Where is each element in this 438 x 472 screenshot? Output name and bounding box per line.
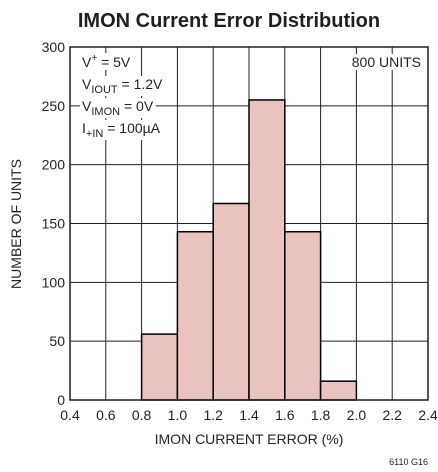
x-axis-label: IMON CURRENT ERROR (%)	[155, 431, 344, 447]
y-tick-label: 300	[42, 39, 66, 55]
x-tick-label: 0.6	[96, 407, 116, 423]
bar	[248, 99, 286, 401]
annotation-sub: +IN	[86, 128, 103, 140]
x-tick-label: 2.0	[347, 407, 367, 423]
annotation-text: V	[82, 98, 92, 114]
x-tick-label: 1.4	[239, 407, 259, 423]
annotation-sub: IMON	[91, 106, 120, 118]
annotation-sup: +	[91, 53, 97, 64]
figure-id: 6110 G16	[389, 457, 428, 467]
annotation-text: I	[82, 120, 86, 136]
annotation-after: = 0V	[120, 98, 154, 114]
x-tick-label: 2.4	[418, 407, 438, 423]
x-tick-label: 1.8	[311, 407, 331, 423]
annotation-after: = 100µA	[103, 120, 160, 136]
annotation-bg	[80, 53, 133, 70]
y-tick-label: 150	[42, 216, 66, 232]
y-axis-label: NUMBER OF UNITS	[8, 159, 24, 289]
annotation-sub: IOUT	[91, 84, 118, 96]
units-note: 800 UNITS	[352, 54, 421, 70]
y-tick-label: 100	[42, 274, 66, 290]
annotation-bg	[80, 98, 156, 118]
note-bg	[348, 54, 424, 70]
annotation-text: V	[82, 54, 92, 70]
x-tick-label: 1.2	[203, 407, 223, 423]
bar	[212, 202, 250, 401]
chart-title: IMON Current Error Distribution	[78, 10, 380, 32]
annotation-text: V	[82, 76, 92, 92]
bar	[319, 380, 358, 401]
y-tick-label: 50	[49, 333, 65, 349]
plot-frame	[69, 46, 429, 401]
x-tick-label: 2.2	[382, 407, 402, 423]
x-tick-label: 1.0	[168, 407, 188, 423]
x-tick-label: 0.4	[60, 407, 80, 423]
bar	[284, 230, 322, 401]
annotation: VIOUT = 1.2V	[82, 76, 163, 96]
x-tick-label: 0.8	[132, 407, 152, 423]
annotation-bg	[80, 76, 166, 96]
y-tick-label: 0	[57, 392, 65, 408]
bar	[176, 230, 214, 401]
annotation: VIMON = 0V	[82, 98, 154, 118]
annotation-bg	[80, 120, 163, 140]
annotation-after: = 5V	[97, 54, 131, 70]
y-tick-label: 250	[42, 98, 66, 114]
annotation-after: = 1.2V	[118, 76, 163, 92]
annotation: V+ = 5V	[82, 53, 131, 70]
y-tick-label: 200	[42, 157, 66, 173]
x-tick-label: 1.6	[275, 407, 295, 423]
bar	[140, 333, 179, 401]
annotation: I+IN = 100µA	[82, 120, 161, 140]
